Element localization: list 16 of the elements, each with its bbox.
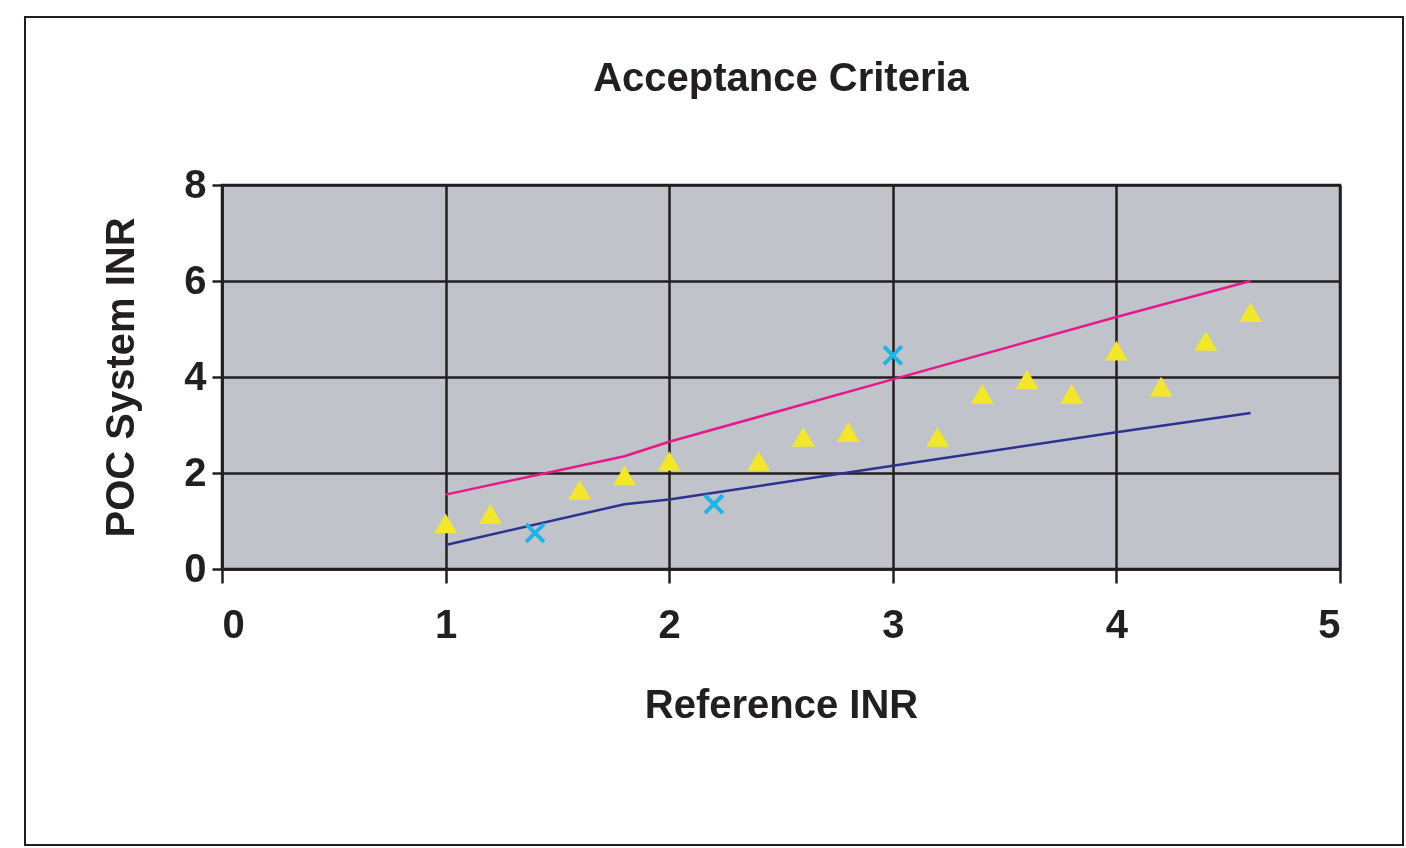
y-axis-title: POC System INR bbox=[98, 217, 143, 538]
x-tick-label: 0 bbox=[222, 601, 245, 646]
x-tick-label: 1 bbox=[434, 601, 458, 646]
x-tick-label: 4 bbox=[1105, 601, 1129, 646]
x-axis-title: Reference INR bbox=[644, 681, 919, 726]
y-tick-label: 8 bbox=[184, 161, 207, 206]
y-tick-label: 6 bbox=[184, 257, 207, 302]
chart-title: Acceptance Criteria bbox=[593, 55, 970, 99]
y-tick-label: 0 bbox=[184, 545, 207, 590]
line-series bbox=[444, 411, 1252, 547]
y-tick-label: 2 bbox=[184, 449, 207, 494]
x-tick-label: 5 bbox=[1318, 601, 1341, 646]
y-tick-label: 4 bbox=[184, 353, 208, 398]
x-tick-label: 2 bbox=[658, 601, 681, 646]
line-series bbox=[444, 279, 1252, 496]
x-tick-label: 3 bbox=[882, 601, 905, 646]
